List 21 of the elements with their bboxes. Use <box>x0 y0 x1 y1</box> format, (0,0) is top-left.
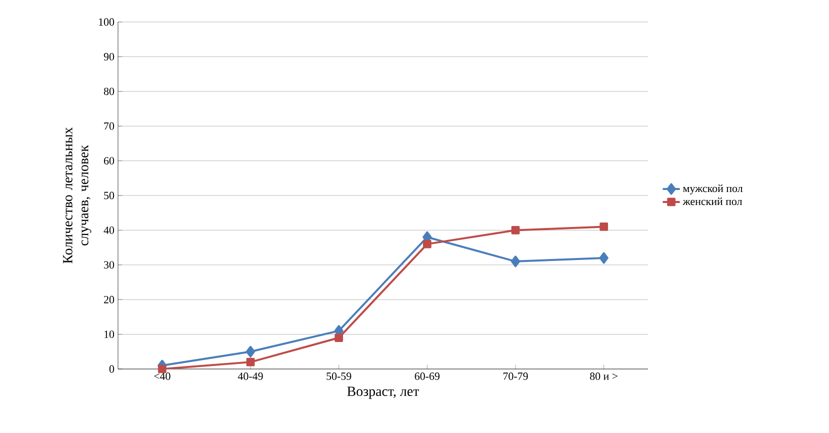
y-axis-title: Количество летальных случаев, человек <box>63 127 92 264</box>
x-tick-label: 60-69 <box>414 372 440 380</box>
x-tick-label: 70-79 <box>503 372 528 380</box>
x-axis-title: Возраст, лет <box>347 386 419 399</box>
legend-label: мужской пол <box>683 184 743 194</box>
y-tick-label: 20 <box>104 296 114 304</box>
x-tick-label: 80 и > <box>590 372 618 380</box>
y-tick-label: 90 <box>104 53 114 60</box>
y-tick-label: 50 <box>104 192 114 200</box>
y-tick-label: 80 <box>104 88 114 96</box>
legend-label: женский пол <box>682 197 742 206</box>
y-tick-label: 40 <box>104 226 114 234</box>
x-tick-label: 40-49 <box>238 372 263 380</box>
y-tick-label: 30 <box>104 261 114 269</box>
y-tick-label: 0 <box>109 365 114 373</box>
y-tick-label: 10 <box>104 330 114 338</box>
y-tick-label: 70 <box>104 122 114 130</box>
y-tick-label: 100 <box>99 18 114 26</box>
x-tick-label: 50-59 <box>326 372 352 380</box>
y-tick-label: 60 <box>104 157 114 164</box>
x-tick-label: <40 <box>154 372 170 380</box>
